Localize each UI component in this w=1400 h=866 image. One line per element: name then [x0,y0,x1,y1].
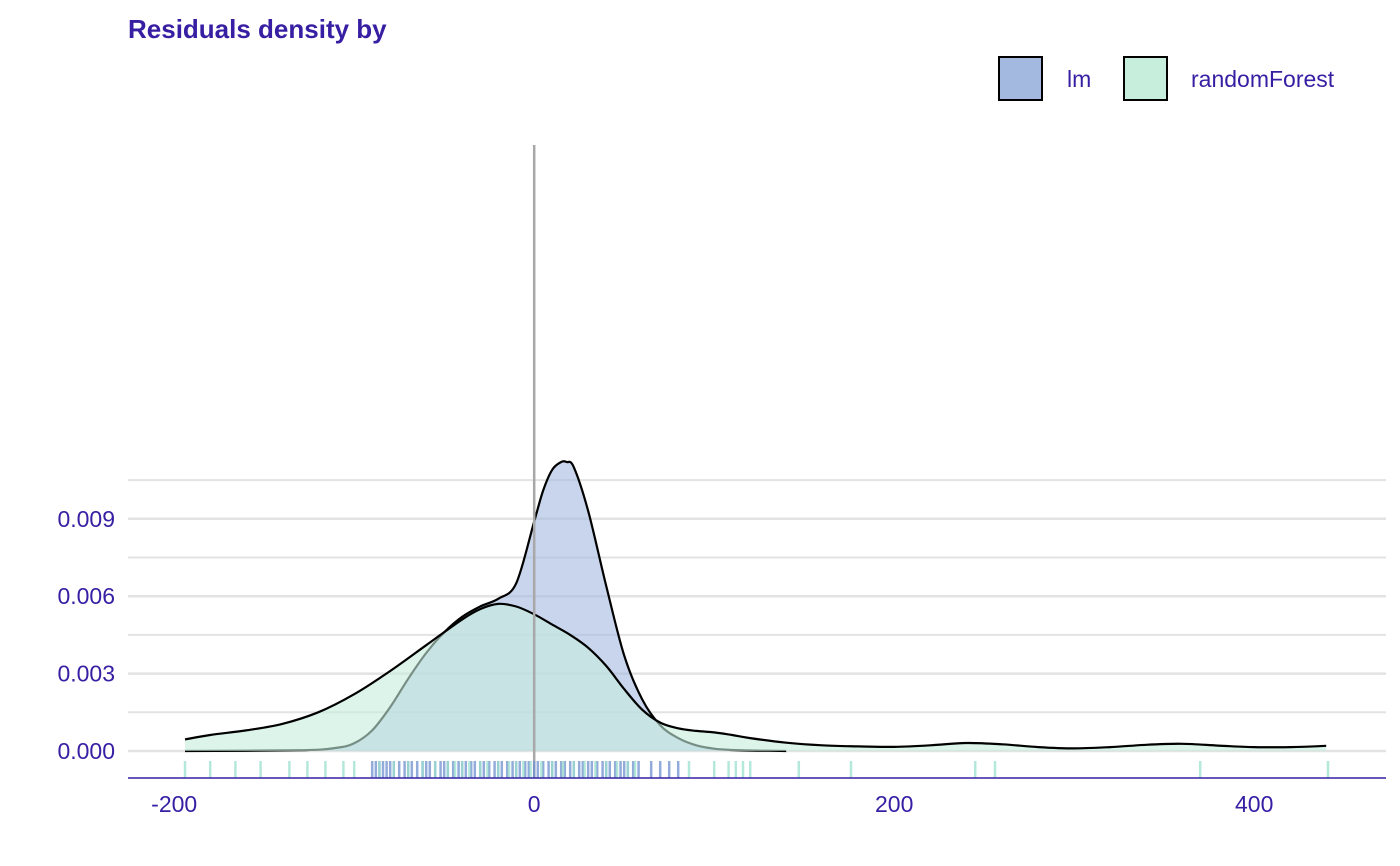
legend-label-lm: lm [1067,66,1091,92]
legend-swatch-randomforest [1123,56,1168,101]
x-tick-label: 0 [528,791,541,817]
density-area-randomforest [185,603,1327,751]
y-tick-label: 0.006 [57,583,115,609]
x-axis-tick-labels: -200 0 200 400 [151,791,1273,817]
y-tick-label: 0.003 [57,661,115,687]
y-axis-tick-labels: 0.000 0.003 0.006 0.009 [57,506,115,764]
density-line-randomforest [184,602,1327,750]
grid [128,479,1386,753]
legend-label-randomforest: randomForest [1191,66,1335,92]
x-tick-label: 400 [1235,791,1273,817]
x-tick-label: -200 [151,791,197,817]
y-tick-label: 0.009 [57,506,115,532]
chart-title: Residuals density by [128,14,387,44]
x-tick-label: 200 [875,791,913,817]
density-areas [184,460,1327,753]
legend-swatch-lm [998,56,1043,101]
rug-ticks [183,761,1330,778]
y-tick-label: 0.000 [57,738,115,764]
legend: lm randomForest [998,56,1335,101]
